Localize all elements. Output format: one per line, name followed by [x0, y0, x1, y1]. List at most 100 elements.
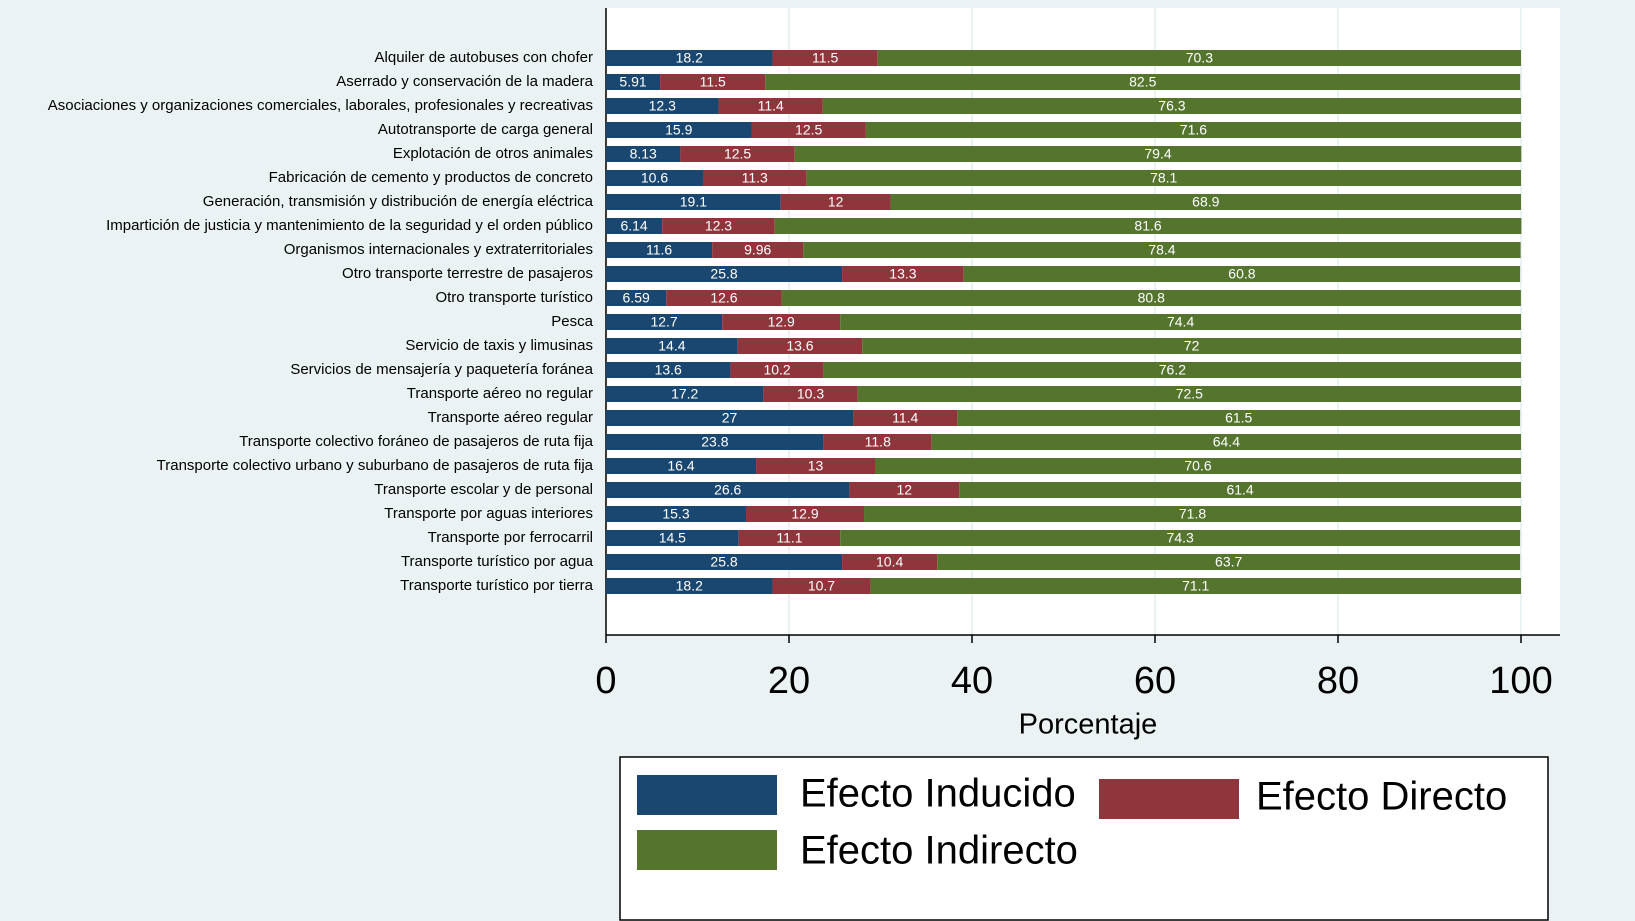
bar-segment — [864, 506, 1521, 522]
value-label: 78.4 — [1148, 242, 1175, 258]
x-tick-label: 0 — [595, 660, 616, 702]
bar-segment — [737, 338, 863, 354]
bar-segment — [849, 482, 960, 498]
value-label: 8.13 — [630, 146, 657, 162]
value-label: 14.4 — [658, 338, 685, 354]
bar-segment — [666, 290, 782, 306]
bar-segment — [606, 146, 681, 162]
legend-label: Efecto Inducido — [800, 772, 1076, 816]
bar-segment — [680, 146, 795, 162]
value-label: 15.9 — [665, 122, 692, 138]
value-label: 12 — [828, 194, 844, 210]
bar-segment — [606, 434, 824, 450]
value-label: 26.6 — [714, 482, 741, 498]
value-label: 61.5 — [1225, 410, 1252, 426]
bar-segment — [660, 74, 766, 90]
x-tick-label: 60 — [1134, 660, 1176, 702]
value-label: 10.4 — [876, 554, 903, 570]
bar-segment — [722, 314, 841, 330]
value-label: 19.1 — [680, 194, 707, 210]
bar-segment — [823, 362, 1521, 378]
x-tick-label: 40 — [951, 660, 993, 702]
value-label: 71.8 — [1179, 506, 1206, 522]
value-label: 12.9 — [791, 506, 818, 522]
value-label: 11.6 — [646, 242, 672, 258]
bar-segment — [606, 194, 781, 210]
y-tick-label: Servicio de taxis y limusinas — [405, 337, 593, 354]
value-label: 10.3 — [797, 386, 824, 402]
value-label: 16.4 — [667, 458, 694, 474]
bar-segment — [606, 314, 723, 330]
bar-segment — [738, 530, 841, 546]
value-label: 12.5 — [724, 146, 751, 162]
value-label: 70.3 — [1186, 50, 1213, 66]
value-label: 10.7 — [808, 578, 835, 594]
value-label: 13.3 — [889, 266, 916, 282]
value-label: 79.4 — [1144, 146, 1171, 162]
value-label: 11.8 — [865, 434, 891, 450]
y-tick-label: Transporte escolar y de personal — [374, 481, 593, 498]
y-tick-label: Alquiler de autobuses con chofer — [375, 49, 593, 66]
bar-segment — [730, 362, 824, 378]
y-tick-label: Asociaciones y organizaciones comerciale… — [48, 97, 593, 114]
value-label: 27 — [722, 410, 738, 426]
bar-segment — [662, 218, 775, 234]
bar-segment — [865, 122, 1521, 138]
bar-segment — [606, 170, 703, 186]
bar-segment — [606, 122, 752, 138]
value-label: 11.1 — [776, 530, 802, 546]
y-tick-label: Organismos internacionales y extraterrit… — [284, 241, 593, 258]
value-label: 11.5 — [812, 50, 838, 66]
bar-segment — [751, 122, 866, 138]
bar-segment — [822, 98, 1521, 114]
bar-segment — [963, 266, 1521, 282]
bar-segment — [606, 74, 661, 90]
y-tick-label: Otro transporte turístico — [435, 289, 593, 306]
legend-label: Efecto Indirecto — [800, 829, 1078, 873]
value-label: 13.6 — [786, 338, 813, 354]
value-label: 74.3 — [1167, 530, 1194, 546]
x-axis-label: Porcentaje — [1019, 709, 1158, 741]
bar-segment — [606, 506, 746, 522]
value-label: 80.8 — [1138, 290, 1165, 306]
bar-segment — [862, 338, 1521, 354]
y-tick-label: Otro transporte terrestre de pasajeros — [342, 265, 593, 282]
bar-segment — [857, 386, 1521, 402]
y-tick-label: Pesca — [551, 313, 593, 330]
bar-segment — [794, 146, 1522, 162]
value-label: 12.3 — [705, 218, 732, 234]
value-label: 18.2 — [676, 50, 703, 66]
bar-segment — [718, 98, 823, 114]
value-label: 11.5 — [700, 74, 726, 90]
value-label: 68.9 — [1192, 194, 1219, 210]
x-tick-label: 20 — [768, 660, 810, 702]
value-label: 5.91 — [619, 74, 646, 90]
value-label: 12.7 — [650, 314, 677, 330]
bar-segment — [712, 242, 804, 258]
value-label: 12.5 — [795, 122, 822, 138]
legend-swatch — [1099, 779, 1239, 819]
bar-segment — [774, 218, 1522, 234]
value-label: 25.8 — [710, 554, 737, 570]
value-label: 11.4 — [758, 98, 784, 114]
y-tick-label: Transporte por aguas interiores — [384, 505, 593, 522]
bar-segment — [606, 554, 843, 570]
bar-segment — [870, 578, 1521, 594]
y-tick-label: Explotación de otros animales — [393, 145, 593, 162]
value-label: 82.5 — [1129, 74, 1156, 90]
bar-segment — [756, 458, 876, 474]
value-label: 12.3 — [649, 98, 676, 114]
bar-segment — [937, 554, 1521, 570]
bar-segment — [806, 170, 1521, 186]
bar-segment — [606, 50, 773, 66]
value-label: 11.3 — [742, 170, 768, 186]
value-label: 12.6 — [710, 290, 737, 306]
x-tick-label: 80 — [1317, 660, 1359, 702]
legend-label: Efecto Directo — [1256, 775, 1507, 819]
bar-segment — [853, 410, 958, 426]
bar-segment — [765, 74, 1521, 90]
bar-segment — [606, 338, 738, 354]
bar-segment — [606, 266, 843, 282]
bar-segment — [842, 266, 964, 282]
